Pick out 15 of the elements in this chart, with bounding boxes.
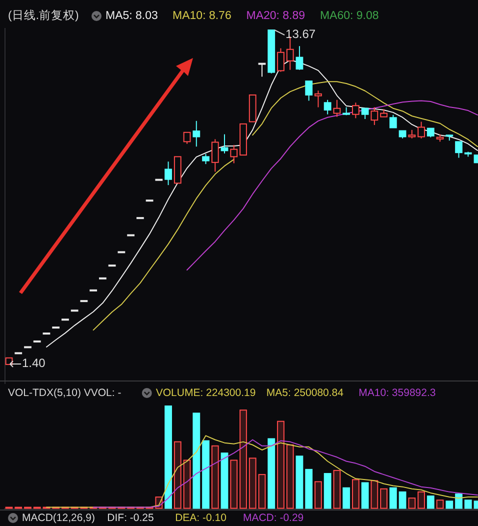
text: MA10: 359892.3 — [358, 386, 436, 399]
text: DIF: -0.25 — [107, 512, 154, 524]
chart-title: VOL-TDX(5,10) VVOL: - — [8, 386, 122, 399]
text: VOLUME: 224300.19 — [156, 386, 256, 399]
text: DEA: -0.10 — [175, 512, 227, 524]
text: MA10: 8.76 — [172, 10, 232, 22]
legend-label: MA60: 9.08 — [320, 10, 379, 22]
annotation: 13.67 — [286, 27, 316, 42]
text: MACD(12,26,9) — [22, 512, 95, 524]
chart-title: (日线.前复权) — [8, 9, 80, 22]
annotation: 1.40 — [22, 356, 46, 370]
text: MA20: 8.89 — [246, 10, 306, 22]
text: MA5: 250080.84 — [266, 386, 344, 399]
text: MACD: -0.29 — [242, 512, 304, 524]
text: MA5: 8.03 — [106, 10, 158, 22]
